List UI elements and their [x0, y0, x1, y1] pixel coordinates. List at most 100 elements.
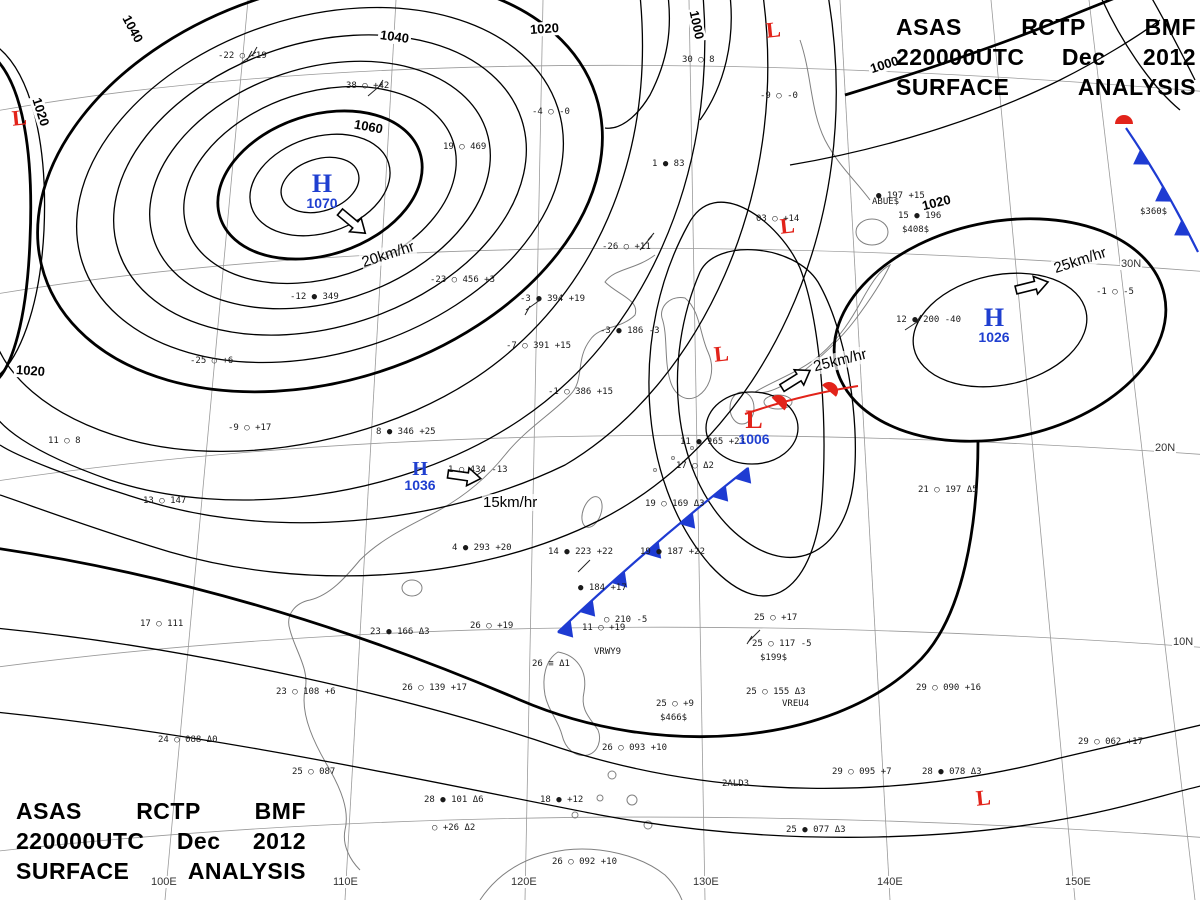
station-plot: -22 ○ -19 — [218, 51, 267, 61]
station-plot: 1 ○ 434 -13 — [448, 465, 508, 475]
wind-speed-label: 20km/hr — [358, 237, 418, 272]
station-plot: -9 ○ +17 — [228, 423, 272, 433]
station-plot: 8 ● 346 +25 — [376, 427, 436, 437]
station-plot: -4 ○ -0 — [532, 107, 570, 117]
station-plot: -25 ○ +6 — [190, 356, 234, 366]
isobar-label: 1020 — [527, 20, 562, 38]
station-plot: 28 ● 078 Δ3 — [922, 767, 982, 777]
station-plot: 25 ○ 155 Δ3 — [746, 687, 806, 697]
station-plot: ○ +26 Δ2 — [432, 823, 476, 833]
station-plot: 19 ○ 469 — [443, 142, 487, 152]
station-plot: 26 ≡ Δ1 — [532, 659, 570, 669]
station-plot: ● 197 +15 — [876, 191, 925, 201]
station-plot: 4 ● 293 +20 — [452, 543, 512, 553]
isobar-label: 1020 — [28, 94, 53, 130]
station-plot: 13 ○ 147 — [143, 496, 187, 506]
wind-speed-label: 15km/hr — [482, 494, 539, 511]
station-plot: VRWY9 — [594, 647, 622, 657]
title-block-top-right: ASAS RCTP BMF 220000UTC Dec 2012 SURFACE… — [896, 12, 1196, 102]
station-plot: $466$ — [660, 713, 688, 723]
wind-speed-label: 25km/hr — [1050, 243, 1110, 278]
longitude-label: 130E — [692, 876, 720, 888]
station-plot: 12 ● 200 -40 — [896, 315, 962, 325]
station-plot: ● 184 +17 — [578, 583, 627, 593]
station-plot: $408$ — [902, 225, 930, 235]
pressure-letter: H — [311, 169, 333, 198]
pressure-letter: H — [983, 303, 1005, 332]
station-plot: 2ALD3 — [722, 779, 750, 789]
station-plot: -7 ○ 391 +15 — [506, 341, 572, 351]
station-plot: 11 ○ 8 — [48, 436, 81, 446]
warm-front — [744, 378, 859, 415]
station-plot: 03 ○ +14 — [756, 214, 800, 224]
station-plot: ABUE$ — [872, 197, 900, 207]
station-plot: -26 ○ +11 — [602, 242, 651, 252]
station-plot: 23 ○ 108 +6 — [276, 687, 336, 697]
isobar-label: 1040 — [118, 11, 147, 47]
station-plot: -12 ● 349 — [290, 292, 339, 302]
low-marker: L — [974, 784, 992, 811]
title-line-1: ASAS RCTP BMF — [16, 798, 306, 824]
title-block-bottom-left: ASAS RCTP BMF 220000UTC Dec 2012 SURFACE… — [16, 796, 306, 886]
station-plot: -1 ○ -5 — [1096, 287, 1134, 297]
station-plot: 26 ○ 093 +10 — [602, 743, 668, 753]
station-plot: 25 ○ +17 — [754, 613, 798, 623]
latitude-label: 20N — [1154, 442, 1177, 454]
station-plot: 11 ○ +19 — [582, 623, 626, 633]
title-line-2: 220000UTC Dec 2012 — [16, 828, 306, 854]
title-line-3: SURFACE ANALYSIS — [16, 858, 306, 884]
latitude-label: 30N — [1120, 258, 1143, 270]
pressure-letter: H — [412, 458, 428, 480]
low-marker: L — [712, 340, 730, 367]
pressure-center: L 1006 — [738, 405, 769, 447]
station-plot: 30 ○ 8 — [682, 55, 715, 65]
station-plot: 24 ○ 088 Δ0 — [158, 735, 218, 745]
longitude-label: 140E — [876, 876, 904, 888]
pressure-letter: L — [745, 405, 763, 434]
low-marker: L — [764, 16, 782, 43]
station-plot: 23 ● 166 Δ3 — [370, 627, 430, 637]
low-marker: L — [10, 104, 28, 131]
station-plot: VREU4 — [782, 699, 810, 709]
station-plot: 26 ○ +19 — [470, 621, 514, 631]
station-plot: 17 ○ Δ2 — [676, 461, 714, 471]
station-plot: 15 ● 196 — [898, 211, 942, 221]
longitude-label: 150E — [1064, 876, 1092, 888]
pressure-value: 1026 — [978, 329, 1010, 345]
station-plot: 25 ○ +9 — [656, 699, 694, 709]
longitude-label: 100E — [150, 876, 178, 888]
title-line-2: 220000UTC Dec 2012 — [896, 44, 1196, 70]
latitude-label: 10N — [1172, 636, 1195, 648]
station-plot: 26 ○ 139 +17 — [402, 683, 468, 693]
station-plot: 11 ● 165 +23 — [680, 437, 746, 447]
station-plot: 25 ○ 117 -5 — [752, 639, 812, 649]
station-plot: -3 ● 394 +19 — [520, 294, 586, 304]
station-plot: 21 ○ 197 Δ5 — [918, 485, 978, 495]
pressure-value: 1036 — [404, 477, 436, 493]
station-plot: 38 ○ +42 — [346, 81, 390, 91]
station-plot: 18 ● +12 — [540, 795, 584, 805]
title-line-1: ASAS RCTP BMF — [896, 14, 1196, 40]
longitude-label: 110E — [332, 876, 359, 888]
longitude-label: 120E — [510, 876, 538, 888]
corner-front — [1115, 115, 1199, 253]
station-plot: -3 ● 186 -3 — [600, 326, 660, 336]
station-plot: 19 ● 187 +22 — [640, 547, 706, 557]
station-plot: 25 ● 077 Δ3 — [786, 825, 846, 835]
station-plot: -1 ○ 386 +15 — [548, 387, 614, 397]
pressure-center: H 1036 — [404, 458, 436, 493]
station-plot: -23 ○ 456 +3 — [430, 275, 496, 285]
isobars — [0, 0, 1200, 838]
station-plot: 29 ○ 095 +7 — [832, 767, 892, 777]
station-plot: ○ 210 -5 — [604, 615, 648, 625]
isobar-label: 1020 — [13, 362, 48, 380]
station-plot: 29 ○ 090 +16 — [916, 683, 982, 693]
pressure-center: H 1026 — [978, 303, 1010, 345]
cold-front — [557, 467, 758, 644]
station-plot: 17 ○ 111 — [140, 619, 184, 629]
station-plot: 29 ○ 062 +17 — [1078, 737, 1144, 747]
